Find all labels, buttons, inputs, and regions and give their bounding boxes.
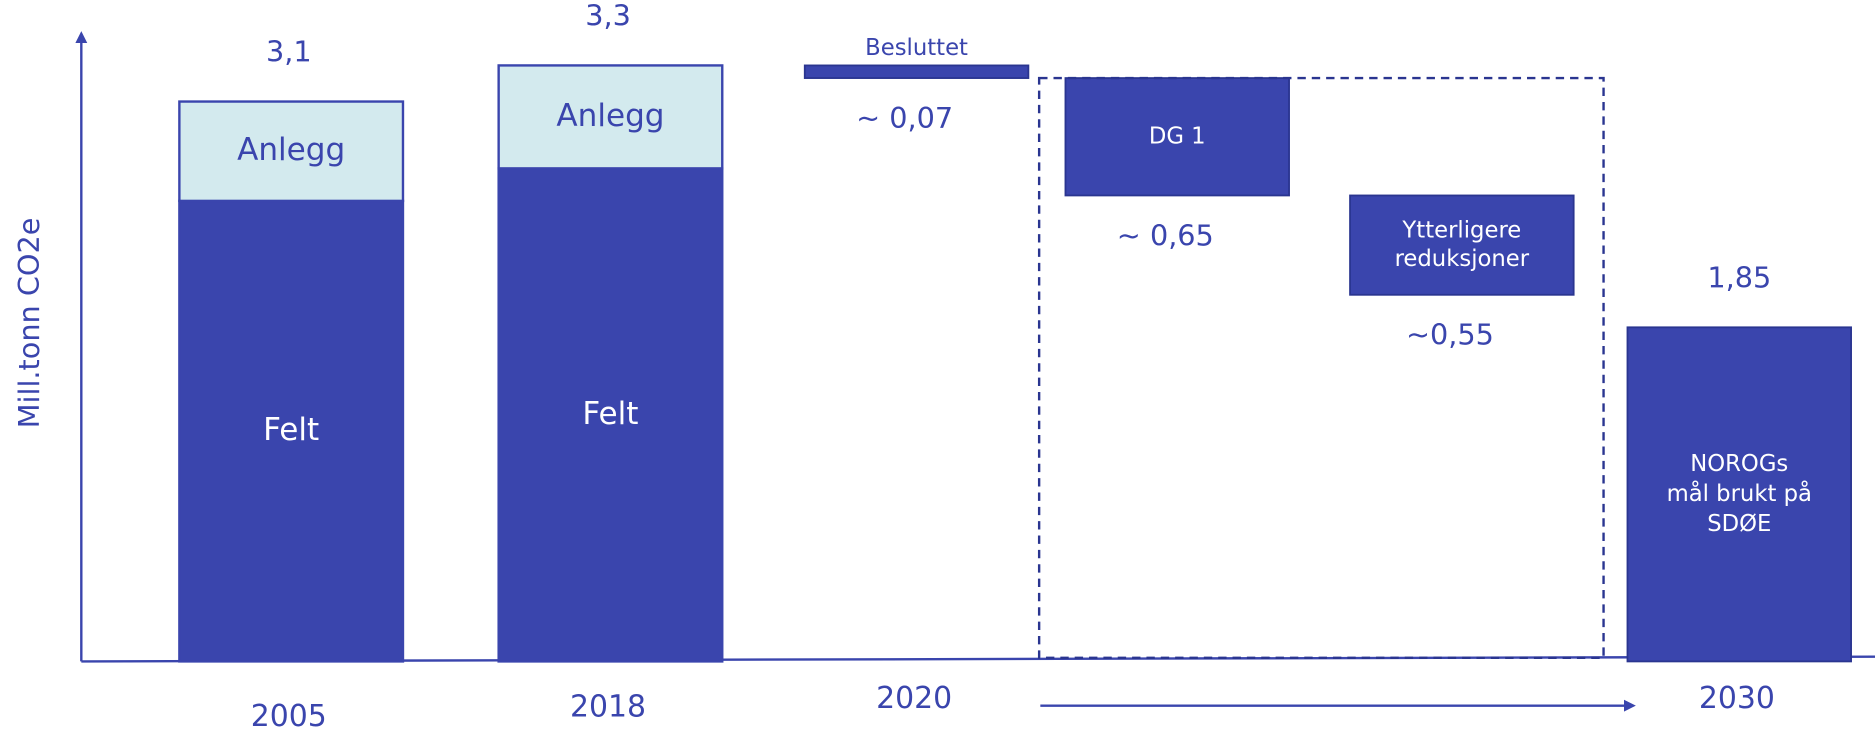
bar <box>1626 326 1852 663</box>
x-tick-label: 2020 <box>876 681 952 716</box>
bar <box>1349 194 1575 296</box>
step-label: DG 1 <box>1149 123 1206 149</box>
dashed-frame <box>1037 76 1605 660</box>
x-tick-label: 2018 <box>570 690 646 725</box>
value-label: 3,1 <box>266 35 312 69</box>
bar-segment <box>178 199 405 663</box>
value-label: ~ 0,65 <box>1117 218 1214 252</box>
step-label: NOROGs <box>1690 451 1788 477</box>
value-label: ~ 0,07 <box>856 101 953 135</box>
bar-segment <box>497 64 724 170</box>
segment-label: Anlegg <box>237 132 345 168</box>
value-label: ~0,55 <box>1406 318 1494 352</box>
bar <box>1064 77 1290 197</box>
step-label: mål brukt på <box>1667 479 1812 507</box>
bar <box>803 64 1030 79</box>
value-label: 1,85 <box>1707 260 1771 294</box>
bar-segment <box>178 100 405 203</box>
segment-label: Anlegg <box>556 98 664 134</box>
x-tick-label: 2030 <box>1699 681 1775 716</box>
segment-label: Felt <box>582 396 638 432</box>
bar-segment <box>497 167 724 663</box>
segment-label: Felt <box>263 412 319 448</box>
step-label: Besluttet <box>865 35 968 61</box>
y-axis-label: Mill.tonn CO2e <box>12 218 46 429</box>
step-label: Ytterligere <box>1401 217 1521 243</box>
value-label: 3,3 <box>585 0 631 33</box>
x-tick-label: 2005 <box>251 699 327 732</box>
step-label: reduksjoner <box>1395 246 1530 272</box>
step-label: SDØE <box>1707 511 1771 537</box>
